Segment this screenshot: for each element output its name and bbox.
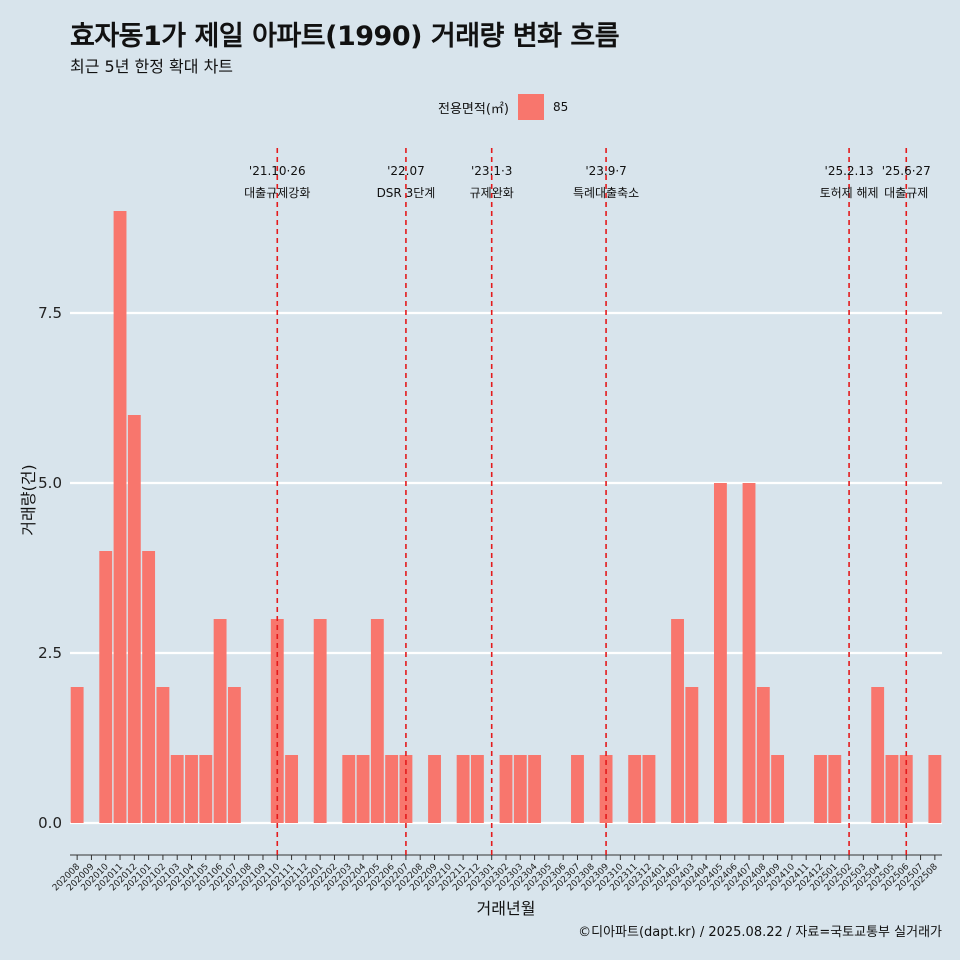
chart-subtitle: 최근 5년 한정 확대 차트 [70, 57, 234, 76]
bar [113, 211, 127, 823]
y-tick-label: 0.0 [38, 814, 62, 832]
bar [127, 415, 141, 823]
event-date-label: '25.6·27 [882, 164, 931, 178]
bar [713, 483, 727, 823]
event-label: DSR 3단계 [377, 186, 436, 200]
bar [685, 687, 699, 823]
bar [671, 619, 684, 823]
bar [771, 755, 785, 823]
bar [499, 755, 513, 823]
legend-entry: 85 [552, 100, 569, 114]
bar [270, 619, 284, 823]
event-label: 대출규제 [884, 186, 928, 200]
bar [571, 755, 584, 823]
bar [199, 755, 213, 823]
bar [456, 755, 470, 823]
legend-title: 전용면적(㎡) [438, 101, 509, 117]
bar [142, 551, 156, 823]
event-date-label: '25.2.13 [825, 164, 874, 178]
bar [928, 755, 942, 823]
bar [156, 687, 170, 823]
bar [185, 755, 198, 823]
bar [370, 619, 384, 823]
bar [356, 755, 370, 823]
bar [385, 755, 399, 823]
event-label: 특례대출축소 [573, 186, 639, 200]
bar [70, 687, 84, 823]
bar [285, 755, 299, 823]
bar [628, 755, 642, 823]
y-axis-title: 거래량(건) [19, 464, 38, 535]
bar [828, 755, 842, 823]
bar [756, 687, 770, 823]
event-label: 토허제 해제 [820, 186, 879, 200]
bar [642, 755, 656, 823]
event-date-label: '22.07 [387, 164, 425, 178]
legend: 전용면적(㎡) 85 [438, 93, 568, 121]
bar [313, 619, 327, 823]
legend-swatch [517, 94, 544, 120]
bar [342, 755, 356, 823]
x-axis-title: 거래년월 [477, 899, 536, 918]
bar [513, 755, 527, 823]
y-tick-label: 5.0 [38, 474, 62, 492]
event-date-label: '23.1·3 [471, 164, 512, 178]
bar [871, 687, 885, 823]
event-date-label: '21.10·26 [249, 164, 306, 178]
y-tick-label: 2.5 [38, 644, 62, 662]
bar [528, 755, 542, 823]
y-tick-label: 7.5 [38, 304, 62, 322]
event-label: 규제완화 [470, 186, 514, 200]
bar [170, 755, 184, 823]
event-date-label: '23.9·7 [585, 164, 626, 178]
bar [885, 755, 899, 823]
chart-title: 효자동1가 제일 아파트(1990) 거래량 변화 흐름 [70, 21, 620, 52]
bar [99, 551, 113, 823]
bar [470, 755, 484, 823]
event-label: 대출규제강화 [244, 186, 310, 200]
source-caption: ©디아파트(dapt.kr) / 2025.08.22 / 자료=국토교통부 실… [578, 925, 942, 940]
bar [213, 619, 227, 823]
bar [742, 483, 756, 823]
bar [428, 755, 441, 823]
bar [814, 755, 827, 823]
bar [227, 687, 241, 823]
